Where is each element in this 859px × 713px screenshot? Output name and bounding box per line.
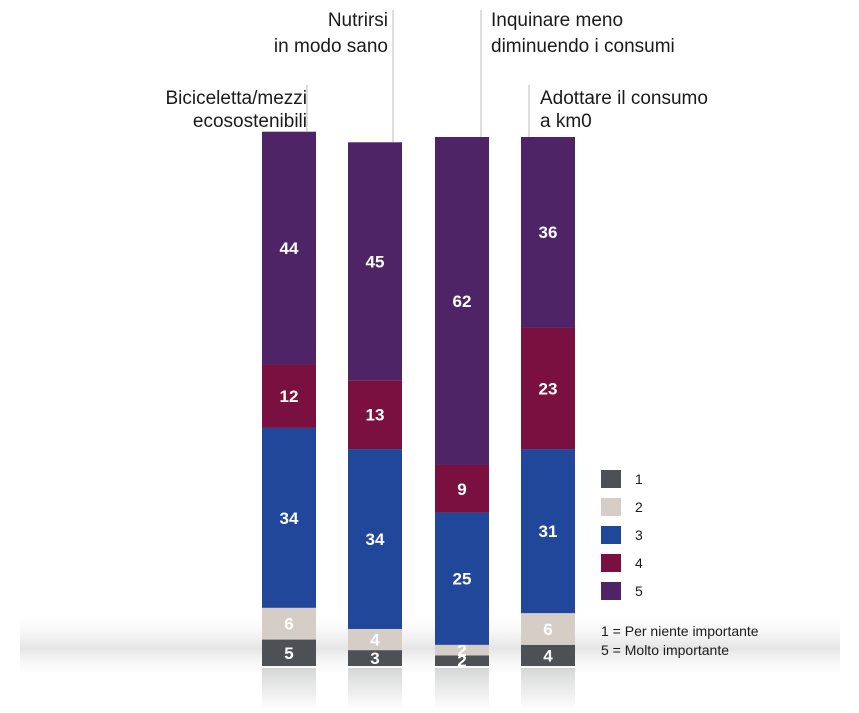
- bar-segment-4: [348, 380, 402, 450]
- bar-segment-2: [348, 628, 402, 651]
- category-label: diminuendo i consumi: [491, 36, 675, 57]
- reflection-fade: [260, 668, 318, 710]
- data-label: 4: [543, 646, 553, 665]
- legend-swatch-5: [601, 582, 621, 600]
- data-label: 2: [457, 652, 466, 671]
- data-label: 36: [539, 223, 558, 242]
- bar-segment-1: [262, 639, 316, 666]
- bar-segment-2: [435, 644, 489, 656]
- reflection-fade: [433, 668, 491, 710]
- bar-segment-3: [348, 449, 402, 629]
- bar-segment-2: [521, 613, 575, 645]
- bar-segment-4: [521, 327, 575, 450]
- legend-label: 2: [635, 499, 643, 515]
- data-label: 34: [366, 530, 385, 549]
- data-label: 44: [280, 239, 299, 258]
- bar-segment-5: [348, 142, 402, 381]
- data-label: 9: [457, 480, 466, 499]
- bar-segment-2: [262, 607, 316, 640]
- legend-label: 3: [635, 527, 643, 543]
- reflection-fade: [346, 668, 404, 710]
- bar-segment-5: [521, 137, 575, 328]
- reflection-fade: [519, 668, 577, 710]
- data-label: 4: [370, 631, 380, 650]
- legend-swatch-3: [601, 526, 621, 544]
- data-label: 3: [370, 649, 379, 668]
- category-label: Adottare il consumo: [540, 88, 708, 109]
- data-label: 25: [453, 570, 472, 589]
- data-label: 5: [284, 644, 293, 663]
- floor-shadow: [20, 610, 840, 680]
- data-label: 12: [280, 387, 299, 406]
- legend-note: 5 = Molto importante: [601, 642, 729, 658]
- bar-segment-4: [435, 464, 489, 513]
- data-label: 6: [284, 615, 293, 634]
- legend-label: 5: [635, 583, 643, 599]
- legend-swatch-4: [601, 554, 621, 572]
- category-label: Nutrirsi: [328, 10, 388, 31]
- category-label: Biciceletta/mezzi: [166, 88, 308, 109]
- legend-label: 1: [635, 471, 643, 487]
- data-label: 34: [280, 509, 299, 528]
- legend-note: 1 = Per niente importante: [601, 623, 759, 639]
- data-label: 45: [366, 252, 385, 271]
- bar-segment-5: [262, 131, 316, 365]
- bar-segment-3: [435, 512, 489, 645]
- legend-label: 4: [635, 555, 643, 571]
- category-label: Inquinare meno: [491, 10, 623, 31]
- data-label: 13: [366, 406, 385, 425]
- legend-swatch-2: [601, 498, 621, 516]
- data-label: 31: [539, 522, 558, 541]
- data-label: 62: [453, 292, 472, 311]
- bar-segment-3: [521, 449, 575, 614]
- data-label: 2: [457, 641, 466, 660]
- legend-swatch-1: [601, 470, 621, 488]
- bar-segment-3: [262, 427, 316, 608]
- bar-segment-5: [435, 137, 489, 465]
- bar-segment-1: [435, 655, 489, 666]
- data-label: 23: [539, 379, 558, 398]
- category-label: in modo sano: [274, 36, 388, 57]
- bar-segment-1: [521, 644, 575, 666]
- category-label: a km0: [540, 111, 592, 132]
- bar-segment-1: [348, 650, 402, 666]
- category-label: ecosostenibili: [193, 111, 307, 132]
- legend: 1 2 3 4 5 1 = Per niente importante 5 = Molto …: [601, 470, 759, 658]
- data-label: 6: [543, 620, 552, 639]
- bar-segment-4: [262, 364, 316, 428]
